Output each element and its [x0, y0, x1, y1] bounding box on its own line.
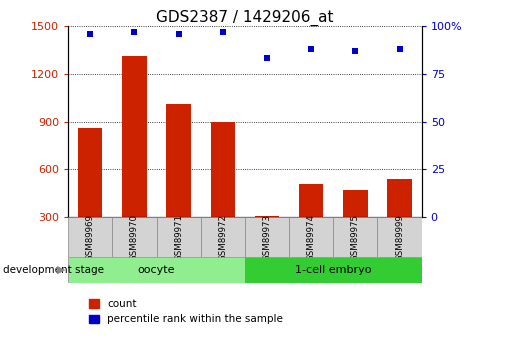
- Bar: [245, 217, 289, 257]
- Bar: [245, 257, 422, 283]
- Text: 1-cell embryo: 1-cell embryo: [295, 265, 372, 275]
- Legend: count, percentile rank within the sample: count, percentile rank within the sample: [88, 299, 283, 324]
- Text: ▶: ▶: [57, 265, 65, 275]
- Title: GDS2387 / 1429206_at: GDS2387 / 1429206_at: [156, 10, 334, 26]
- Bar: [78, 128, 103, 217]
- Bar: [68, 257, 245, 283]
- Point: [219, 29, 227, 34]
- Point: [263, 56, 271, 61]
- Bar: [387, 179, 412, 217]
- Text: development stage: development stage: [3, 265, 104, 275]
- Text: GSM89999: GSM89999: [395, 214, 404, 260]
- Bar: [122, 56, 146, 217]
- Text: GSM89971: GSM89971: [174, 214, 183, 261]
- Text: oocyte: oocyte: [138, 265, 175, 275]
- Bar: [377, 217, 422, 257]
- Bar: [255, 216, 279, 217]
- Text: GSM89973: GSM89973: [263, 214, 272, 261]
- Point: [130, 29, 138, 34]
- Bar: [289, 217, 333, 257]
- Point: [351, 48, 360, 53]
- Bar: [201, 217, 245, 257]
- Text: GSM89974: GSM89974: [307, 214, 316, 261]
- Bar: [68, 217, 113, 257]
- Bar: [157, 217, 201, 257]
- Bar: [211, 122, 235, 217]
- Bar: [167, 104, 191, 217]
- Bar: [113, 217, 157, 257]
- Text: GSM89972: GSM89972: [218, 214, 227, 261]
- Text: GSM89969: GSM89969: [86, 214, 95, 260]
- Point: [175, 31, 183, 36]
- Bar: [299, 184, 323, 217]
- Point: [395, 46, 403, 52]
- Bar: [333, 217, 377, 257]
- Text: GSM89975: GSM89975: [351, 214, 360, 261]
- Text: GSM89970: GSM89970: [130, 214, 139, 261]
- Point: [307, 46, 315, 52]
- Point: [86, 31, 94, 36]
- Bar: [343, 190, 368, 217]
